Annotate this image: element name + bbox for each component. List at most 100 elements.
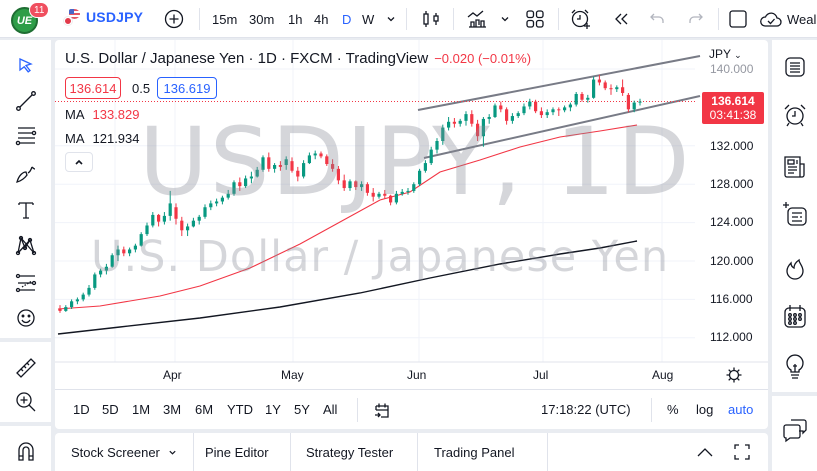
calendar-goto-icon bbox=[375, 403, 389, 418]
maximize-panel-button[interactable] bbox=[733, 433, 751, 471]
tab-trading-panel[interactable]: Trading Panel bbox=[434, 433, 514, 471]
chart-panel[interactable]: USDJPY, 1D U.S. Dollar / Japanese Yen U.… bbox=[55, 40, 768, 429]
alerts-button[interactable] bbox=[781, 101, 809, 129]
divider bbox=[417, 433, 418, 471]
fullscreen-square-button[interactable] bbox=[728, 0, 748, 38]
interval-w[interactable]: W bbox=[362, 0, 374, 38]
interval-d-active[interactable]: D bbox=[342, 0, 351, 38]
buy-price-button[interactable]: 136.619 bbox=[157, 77, 217, 99]
range-3m-button[interactable]: 3M bbox=[163, 402, 182, 417]
hotlists-button[interactable] bbox=[781, 254, 809, 282]
newspaper-icon bbox=[784, 156, 805, 178]
news-button[interactable] bbox=[781, 153, 809, 181]
interval-label: W bbox=[362, 11, 375, 27]
expand-panel-button[interactable] bbox=[696, 433, 714, 471]
collapse-legend-button[interactable] bbox=[65, 152, 93, 172]
price-tick: 124.000 bbox=[710, 215, 754, 229]
fib-retracement-tool-button[interactable] bbox=[13, 122, 39, 148]
range-ytd-button[interactable]: YTD bbox=[227, 402, 253, 417]
date-range-toolbar: 1D 5D 1M 3M 6M YTD 1Y 5Y All 17:18:22 (U… bbox=[55, 389, 768, 429]
layout-button[interactable] bbox=[525, 0, 545, 38]
ideas-stream-button[interactable] bbox=[781, 200, 809, 228]
interval-1h[interactable]: 1h bbox=[288, 0, 302, 38]
calendar-button[interactable] bbox=[781, 302, 809, 330]
ma-fast-legend[interactable]: MA 133.829 bbox=[65, 107, 140, 122]
bar-countdown: 03:41:38 bbox=[709, 108, 757, 122]
redo-button[interactable] bbox=[686, 0, 706, 38]
help-ideas-button[interactable] bbox=[781, 353, 809, 381]
ma-slow-legend[interactable]: MA 121.934 bbox=[65, 131, 140, 146]
symbol-search-button[interactable]: USDJPY bbox=[64, 9, 143, 25]
currency-selector[interactable]: JPY ⌄ bbox=[709, 47, 742, 61]
range-all-button[interactable]: All bbox=[323, 402, 338, 417]
chats-button[interactable] bbox=[781, 416, 809, 444]
sell-price-button[interactable]: 136.614 bbox=[65, 77, 121, 99]
zoom-in-tool-button[interactable] bbox=[13, 389, 39, 415]
divider bbox=[772, 392, 817, 396]
ma-value: 121.934 bbox=[92, 131, 140, 146]
undo-button[interactable] bbox=[647, 0, 667, 38]
ma-value: 133.829 bbox=[92, 107, 140, 122]
drawing-toolbar bbox=[0, 40, 51, 471]
chart-type-button[interactable] bbox=[421, 0, 441, 38]
cursor-arrow-icon bbox=[19, 57, 33, 73]
range-6m-button[interactable]: 6M bbox=[195, 402, 214, 417]
save-watchlist-button[interactable]: Weal bbox=[759, 0, 816, 38]
interval-4h[interactable]: 4h bbox=[314, 0, 328, 38]
replay-button[interactable] bbox=[611, 0, 631, 38]
cloud-check-icon bbox=[760, 12, 782, 27]
text-tool-button[interactable] bbox=[13, 197, 39, 223]
indicators-icon bbox=[467, 10, 486, 28]
ruler-icon bbox=[16, 358, 36, 378]
ma-label: MA bbox=[65, 107, 85, 122]
cursor-tool-button[interactable] bbox=[13, 53, 39, 79]
log-scale-toggle[interactable]: log bbox=[696, 402, 714, 417]
alarm-clock-icon bbox=[784, 104, 806, 127]
measure-tool-button[interactable] bbox=[13, 355, 39, 381]
auto-scale-toggle[interactable]: auto bbox=[728, 402, 754, 417]
create-alert-button[interactable] bbox=[569, 0, 593, 38]
tab-strategy-tester[interactable]: Strategy Tester bbox=[306, 433, 393, 471]
interval-label: D bbox=[342, 11, 352, 27]
range-1m-button[interactable]: 1M bbox=[132, 402, 151, 417]
time-tick: Aug bbox=[652, 368, 674, 382]
emoji-tool-button[interactable] bbox=[13, 305, 39, 331]
range-5y-button[interactable]: 5Y bbox=[294, 402, 310, 417]
goto-date-button[interactable] bbox=[373, 401, 391, 422]
watchlist-button[interactable] bbox=[781, 53, 809, 81]
range-1y-button[interactable]: 1Y bbox=[265, 402, 281, 417]
range-1d-button[interactable]: 1D bbox=[73, 402, 90, 417]
indicators-dropdown-button[interactable] bbox=[500, 0, 510, 38]
chevron-up-icon bbox=[75, 159, 83, 165]
interval-15m[interactable]: 15m bbox=[212, 0, 237, 38]
utc-clock[interactable]: 17:18:22 (UTC) bbox=[541, 402, 631, 417]
pattern-tool-button[interactable] bbox=[13, 232, 39, 258]
tab-label: Pine Editor bbox=[205, 444, 269, 460]
time-tick: May bbox=[281, 368, 304, 382]
chevron-up-icon bbox=[697, 448, 713, 457]
time-tick: Jul bbox=[533, 368, 549, 382]
price-chart-canvas[interactable] bbox=[55, 40, 768, 389]
interval-label: 4h bbox=[314, 11, 329, 27]
trend-line-tool-button[interactable] bbox=[13, 88, 39, 114]
spread-value: 0.5 bbox=[132, 80, 151, 96]
percent-scale-toggle[interactable]: % bbox=[667, 402, 679, 417]
magnet-tool-button[interactable] bbox=[13, 438, 39, 464]
right-widget-bar bbox=[772, 40, 817, 471]
chart-settings-button[interactable] bbox=[725, 366, 743, 389]
prediction-tool-button[interactable] bbox=[13, 270, 39, 296]
range-5d-button[interactable]: 5D bbox=[102, 402, 119, 417]
price-tick: 116.000 bbox=[710, 292, 753, 306]
compare-add-symbol-button[interactable] bbox=[163, 0, 185, 38]
indicators-button[interactable] bbox=[466, 0, 488, 38]
tab-pine-editor[interactable]: Pine Editor bbox=[205, 433, 269, 471]
brush-tool-button[interactable] bbox=[13, 161, 39, 187]
tab-stock-screener[interactable]: Stock Screener bbox=[71, 433, 177, 471]
sparkle-list-icon bbox=[783, 202, 807, 226]
xabcd-pattern-icon bbox=[15, 235, 37, 256]
rewind-icon bbox=[615, 13, 628, 25]
interval-30m[interactable]: 30m bbox=[249, 0, 274, 38]
interval-dropdown-button[interactable] bbox=[386, 0, 396, 38]
layout-grid-icon bbox=[526, 10, 544, 28]
chevron-down-icon bbox=[387, 17, 395, 22]
